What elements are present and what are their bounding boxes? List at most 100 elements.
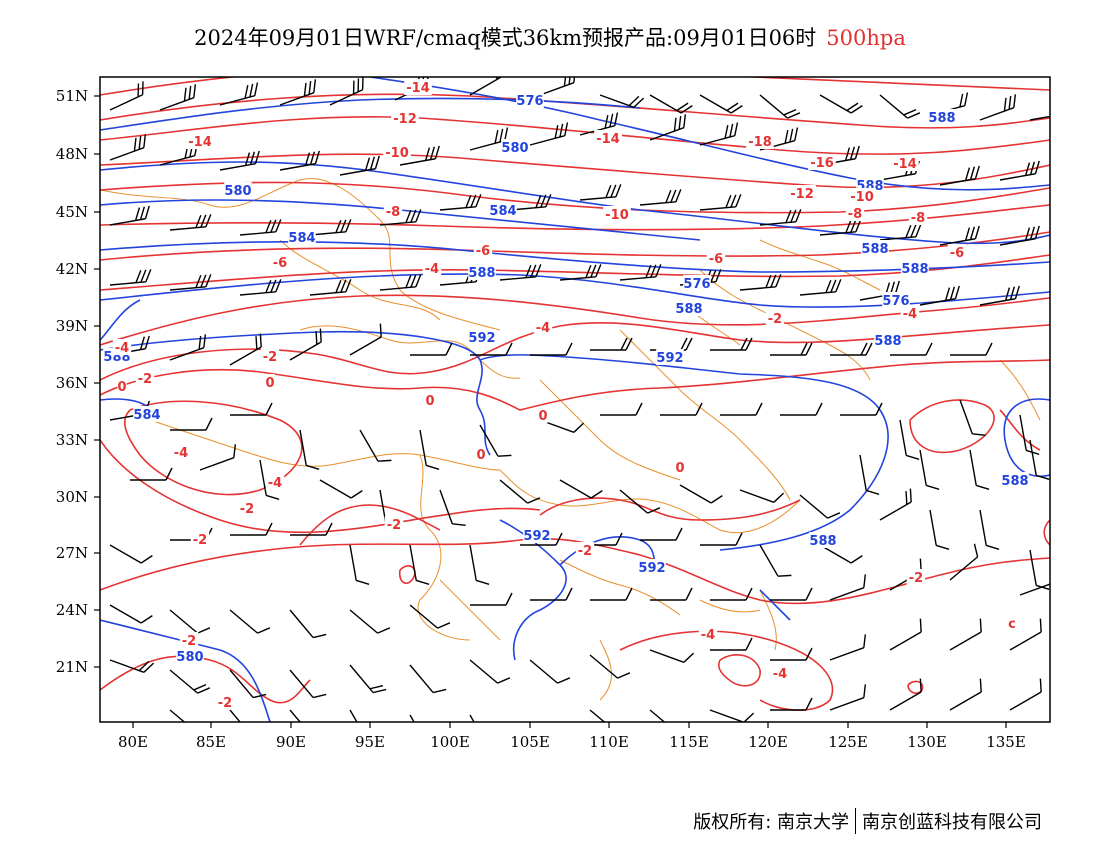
wind-barb — [470, 342, 513, 356]
temperature-contour-label-bg — [265, 374, 275, 390]
height-contour-label-bg — [523, 527, 551, 543]
temperature-contour-label-bg — [422, 260, 442, 276]
wind-barb — [329, 77, 364, 106]
wind-barb — [290, 522, 333, 536]
temperature-contour-label: 0 — [538, 409, 547, 424]
temperature-contour-label: -12 — [393, 112, 417, 127]
wind-barb — [879, 94, 921, 119]
wind-barb — [229, 669, 267, 699]
wind-barb — [979, 94, 1017, 121]
temperature-contour-label-bg — [1007, 615, 1017, 631]
wind-barb — [289, 709, 314, 722]
temperature-contour-label-bg — [947, 244, 967, 260]
wind-barb — [1009, 678, 1042, 711]
temperature-contour-label-bg — [476, 446, 486, 462]
wind-barb — [829, 684, 867, 711]
wind-barb — [889, 618, 922, 651]
wind-barb — [939, 165, 980, 186]
geopotential-isoline — [479, 354, 889, 551]
lat-tick-label: 51N — [55, 87, 88, 105]
temperature-contour-label-bg — [391, 110, 419, 126]
wind-barb — [579, 184, 622, 201]
wind-barb — [649, 114, 687, 141]
wind-barb — [929, 509, 950, 550]
boundary-line — [299, 325, 521, 379]
wind-barb — [529, 122, 569, 146]
height-contour-label-bg — [861, 240, 889, 256]
wind-barb — [130, 467, 173, 481]
temperature-isotherm — [100, 204, 1050, 231]
height-contour-label-bg — [809, 532, 837, 548]
height-contour-label: 580 — [176, 650, 203, 665]
temperature-isotherm — [100, 116, 1050, 155]
temperature-isotherm — [999, 409, 1041, 451]
wind-barb — [539, 77, 577, 96]
height-contour-label-bg — [224, 182, 252, 198]
height-contour-label: 576 — [683, 277, 710, 292]
wind-barb — [759, 544, 792, 577]
wind-barb — [770, 342, 813, 356]
height-contour-label: 588 — [901, 262, 928, 277]
wind-barb — [699, 94, 743, 114]
height-contour-label: 588 — [468, 266, 495, 281]
temperature-contour-label: -8 — [848, 207, 862, 222]
temperature-contour-label-bg — [171, 444, 191, 460]
height-contour-label: 592 — [523, 529, 550, 544]
boundary-line — [699, 599, 761, 613]
lon-tick-label: 110E — [589, 733, 629, 751]
temperature-contour-label: -6 — [476, 244, 490, 259]
wind-barb — [859, 454, 880, 495]
wind-barb — [229, 333, 262, 366]
temperature-contour-label: -4 — [701, 628, 715, 643]
wind-barb — [710, 337, 753, 351]
temperature-contour-label: -10 — [385, 146, 409, 161]
height-contour-label: 588 — [928, 111, 955, 126]
temperature-contour-label: -14 — [596, 132, 620, 147]
temperature-contour-label: -10 — [605, 208, 629, 223]
lon-tick-label: 130E — [907, 733, 947, 751]
wind-barb — [759, 209, 802, 226]
wind-barb — [109, 604, 153, 624]
wind-barb — [289, 328, 322, 361]
temperature-contour-label: -12 — [790, 187, 814, 202]
wind-barb — [319, 479, 363, 499]
wind-barb — [229, 709, 254, 722]
temperature-isotherm — [1043, 519, 1050, 546]
wind-barb — [279, 150, 320, 171]
temperature-contour-label: -4 — [536, 321, 550, 336]
wind-barb — [379, 274, 422, 291]
wind-barb — [169, 709, 199, 722]
wind-barb — [469, 714, 489, 722]
country-boundaries — [100, 178, 1041, 701]
wind-barb — [529, 659, 571, 684]
height-contour-label-bg — [901, 260, 929, 276]
wind-barb — [349, 609, 391, 634]
wind-barb — [530, 587, 573, 601]
temperature-contour-label-bg — [845, 205, 865, 221]
wind-barb — [469, 544, 490, 585]
temperature-contour-label-bg — [698, 626, 718, 642]
temperature-contour-label: 0 — [117, 380, 126, 395]
wind-barb — [699, 194, 742, 211]
temperature-contour-label-bg — [179, 632, 199, 648]
lon-tick-label: 115E — [669, 733, 709, 751]
temperature-contour-label: 0 — [675, 461, 684, 476]
wind-barb — [409, 604, 451, 629]
plot-frame — [99, 76, 1051, 723]
wind-barb — [879, 488, 912, 521]
temperature-contour-label-bg — [538, 407, 548, 423]
height-contour-label-bg — [882, 292, 910, 308]
wind-barb — [770, 697, 813, 711]
geopotential-isoline — [100, 161, 1050, 245]
wind-barb — [229, 609, 271, 634]
boundary-line — [439, 579, 501, 641]
wind-barb — [840, 402, 883, 416]
wind-barb — [470, 592, 513, 606]
wind-barb — [739, 274, 782, 291]
temperature-contour-label: -6 — [273, 256, 287, 271]
wind-barb — [499, 479, 541, 504]
wind-barb — [109, 544, 153, 564]
temperature-contour-label: -2 — [768, 312, 782, 327]
temperature-contour-label: -10 — [850, 190, 874, 205]
height-contour-label-bg — [656, 349, 684, 365]
